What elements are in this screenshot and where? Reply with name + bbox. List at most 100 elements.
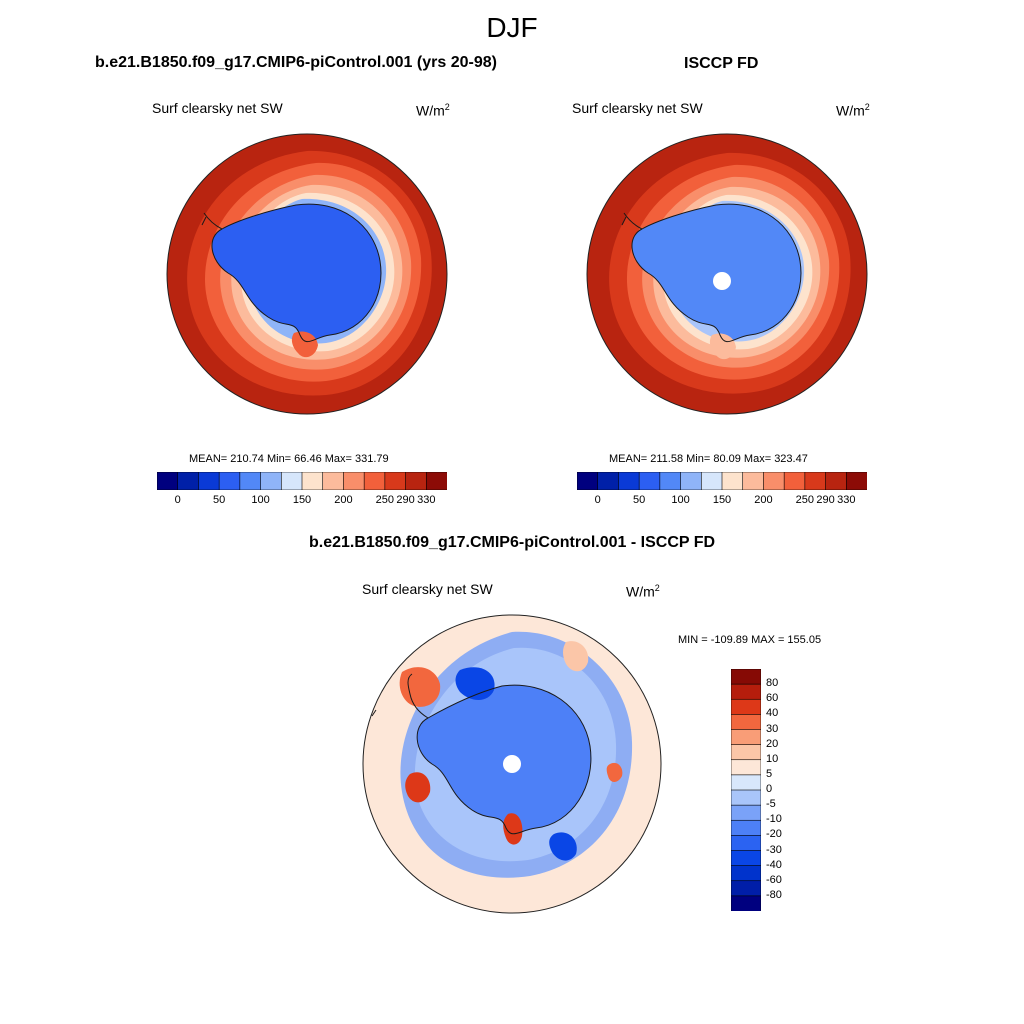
model-colorbar bbox=[157, 472, 447, 490]
diff-warm-patch-peninsula bbox=[399, 667, 441, 707]
obs-colorbar-labels: 0 50 100 150 200 250 290 330 bbox=[577, 494, 867, 508]
colorbar-tick-label: 50 bbox=[213, 494, 226, 506]
colorbar-swatch bbox=[260, 472, 282, 490]
diff-colorbar bbox=[731, 669, 761, 911]
antarctica-coastline bbox=[631, 203, 802, 343]
colorbar-swatch bbox=[731, 850, 761, 867]
diff-warm-patch-weddell bbox=[405, 772, 431, 803]
colorbar-tick-label: -60 bbox=[766, 873, 782, 886]
colorbar-tick-label: 250 bbox=[795, 494, 815, 506]
colorbar-swatch bbox=[731, 865, 761, 882]
colorbar-swatch bbox=[239, 472, 262, 490]
colorbar-tick-label: 150 bbox=[712, 494, 732, 506]
diff-units-label: W/m2 bbox=[626, 583, 660, 600]
model-variable-label: Surf clearsky net SW bbox=[152, 100, 283, 116]
colorbar-swatch bbox=[731, 880, 761, 897]
colorbar-swatch bbox=[731, 819, 761, 836]
model-colorbar-labels: 0 50 100 150 200 250 290 330 bbox=[157, 494, 447, 508]
colorbar-swatch bbox=[322, 472, 345, 490]
colorbar-swatch bbox=[384, 472, 407, 490]
main-title: DJF bbox=[486, 12, 538, 43]
colorbar-tick-label: 290 bbox=[816, 494, 835, 506]
diff-polar-map bbox=[362, 614, 662, 914]
colorbar-swatch bbox=[825, 472, 847, 490]
colorbar-swatch bbox=[731, 895, 761, 911]
colorbar-tick-label: 0 bbox=[174, 494, 181, 506]
colorbar-tick-label: -20 bbox=[766, 828, 782, 841]
peninsula-outline bbox=[621, 212, 643, 230]
model-units-label: W/m2 bbox=[416, 102, 450, 119]
colorbar-swatch bbox=[783, 472, 806, 490]
antarctica-fill bbox=[211, 204, 381, 342]
colorbar-tick-label: -80 bbox=[766, 888, 782, 901]
colorbar-tick-label: -5 bbox=[766, 798, 776, 811]
colorbar-tick-label: 250 bbox=[375, 494, 395, 506]
diff-warm-patch-north bbox=[563, 641, 589, 672]
colorbar-swatch bbox=[638, 472, 661, 490]
colorbar-tick-label: 0 bbox=[766, 783, 773, 795]
diff-colorbar-labels: 80 60 40 30 20 10 5 0 -5 -10 -20 -30 -40 -60 -80 bbox=[766, 669, 806, 911]
colorbar-swatch bbox=[577, 472, 599, 490]
pole-hole bbox=[503, 755, 521, 773]
colorbar-tick-label: 330 bbox=[837, 494, 856, 506]
colorbar-swatch bbox=[700, 472, 723, 490]
colorbar-tick-label: 290 bbox=[396, 494, 415, 506]
colorbar-swatch bbox=[731, 774, 761, 791]
obs-variable-label: Surf clearsky net SW bbox=[572, 100, 703, 116]
antarctica-coastline bbox=[211, 203, 382, 343]
colorbar-tick-label: 200 bbox=[334, 494, 353, 506]
obs-panel-title: ISCCP FD bbox=[684, 55, 759, 72]
colorbar-tick-label: 330 bbox=[417, 494, 436, 506]
diff-stats: MIN = -109.89 MAX = 155.05 bbox=[678, 634, 822, 646]
antarctica-fill bbox=[631, 204, 801, 342]
map-border bbox=[166, 133, 448, 415]
colorbar-swatch bbox=[343, 472, 365, 490]
obs-colorbar bbox=[577, 472, 867, 490]
colorbar-swatch bbox=[731, 683, 761, 700]
colorbar-tick-label: -10 bbox=[766, 813, 782, 826]
colorbar-tick-label: 20 bbox=[766, 737, 779, 750]
diff-warm-patch-east bbox=[606, 762, 623, 782]
ross-ice-warm-patch bbox=[291, 331, 318, 358]
colorbar-tick-label: 50 bbox=[633, 494, 646, 506]
colorbar-swatch bbox=[218, 472, 241, 490]
diff-cold-patch-south bbox=[549, 832, 577, 861]
colorbar-tick-label: 150 bbox=[292, 494, 312, 506]
colorbar-swatch bbox=[731, 669, 761, 685]
colorbar-tick-label: 0 bbox=[594, 494, 601, 506]
colorbar-swatch bbox=[301, 472, 324, 490]
colorbar-tick-label: 100 bbox=[671, 494, 690, 506]
colorbar-swatch bbox=[731, 744, 761, 761]
colorbar-tick-label: -40 bbox=[766, 858, 782, 871]
colorbar-swatch bbox=[763, 472, 785, 490]
colorbar-swatch bbox=[597, 472, 620, 490]
colorbar-swatch bbox=[731, 835, 761, 852]
diff-antarctica-fill bbox=[417, 685, 591, 834]
obs-stats: MEAN= 211.58 Min= 80.09 Max= 323.47 bbox=[609, 453, 808, 465]
colorbar-swatch bbox=[804, 472, 827, 490]
colorbar-swatch bbox=[721, 472, 744, 490]
colorbar-swatch bbox=[731, 714, 761, 731]
obs-units-label: W/m2 bbox=[836, 102, 870, 119]
pole-hole bbox=[713, 272, 731, 290]
obs-polar-map bbox=[586, 133, 868, 415]
colorbar-swatch bbox=[731, 698, 761, 715]
diff-warm-patch-ross bbox=[503, 813, 523, 845]
colorbar-swatch bbox=[157, 472, 179, 490]
colorbar-swatch bbox=[731, 729, 761, 746]
diff-antarctica-coastline bbox=[416, 684, 592, 835]
colorbar-swatch bbox=[731, 804, 761, 821]
peninsula-outline bbox=[201, 212, 223, 230]
colorbar-swatch bbox=[405, 472, 427, 490]
colorbar-swatch bbox=[280, 472, 303, 490]
colorbar-swatch bbox=[680, 472, 702, 490]
colorbar-tick-label: 80 bbox=[766, 677, 779, 690]
model-panel-title: b.e21.B1850.f09_g17.CMIP6-piControl.001 … bbox=[95, 54, 497, 71]
colorbar-tick-label: 40 bbox=[766, 707, 779, 720]
colorbar-swatch bbox=[618, 472, 640, 490]
model-stats: MEAN= 210.74 Min= 66.46 Max= 331.79 bbox=[189, 453, 389, 465]
diff-panel-title: b.e21.B1850.f09_g17.CMIP6-piControl.001 … bbox=[308, 534, 716, 551]
colorbar-tick-label: 60 bbox=[766, 692, 779, 705]
colorbar-tick-label: 30 bbox=[766, 722, 779, 735]
colorbar-tick-label: 10 bbox=[766, 752, 779, 765]
